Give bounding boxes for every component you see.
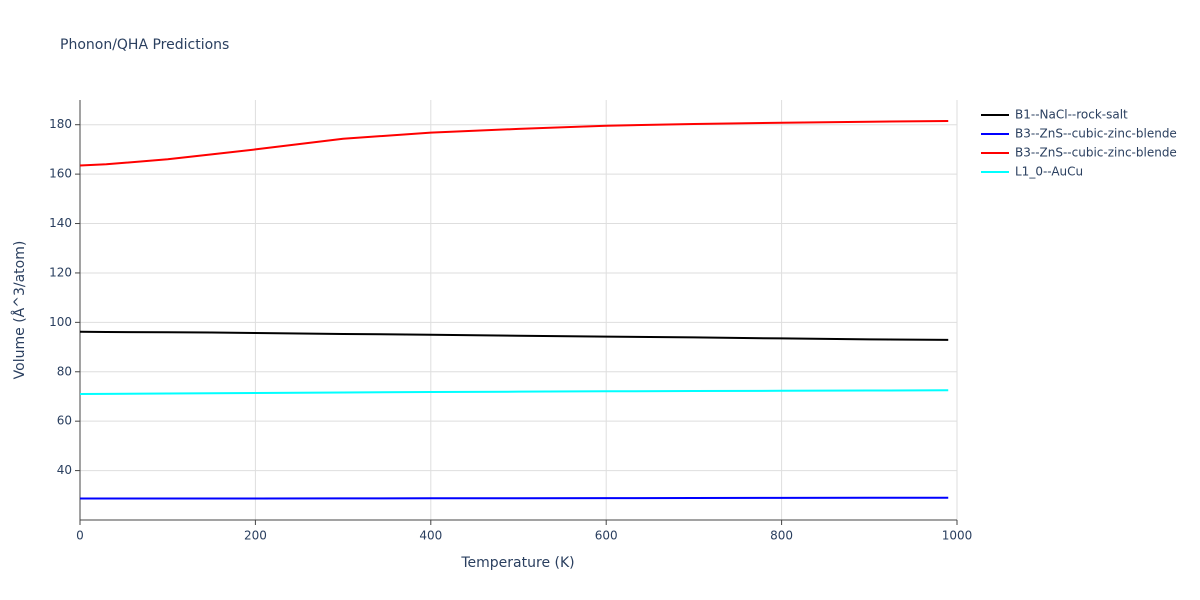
y-tick-label: 100 bbox=[49, 315, 72, 329]
y-tick-label: 160 bbox=[49, 167, 72, 181]
y-tick-label: 180 bbox=[49, 117, 72, 131]
y-tick-label: 140 bbox=[49, 216, 72, 230]
chart-title: Phonon/QHA Predictions bbox=[60, 37, 229, 53]
x-axis-title: Temperature (K) bbox=[460, 555, 574, 571]
x-tick-label: 1000 bbox=[942, 529, 973, 543]
x-tick-label: 0 bbox=[76, 529, 84, 543]
x-tick-label: 600 bbox=[595, 529, 618, 543]
legend-label: B3--ZnS--cubic-zinc-blende bbox=[1015, 127, 1177, 141]
series-line bbox=[80, 496, 949, 500]
x-tick-label: 400 bbox=[419, 529, 442, 543]
y-tick-label: 80 bbox=[57, 364, 72, 378]
legend-label: B1--NaCl--rock-salt bbox=[1015, 108, 1128, 122]
x-tick-label: 200 bbox=[244, 529, 267, 543]
y-tick-label: 40 bbox=[57, 463, 72, 477]
y-tick-label: 60 bbox=[57, 414, 72, 428]
x-tick-label: 800 bbox=[770, 529, 793, 543]
series-line bbox=[79, 330, 949, 341]
y-tick-label: 120 bbox=[49, 265, 72, 279]
legend-label: B3--ZnS--cubic-zinc-blende bbox=[1015, 146, 1177, 160]
y-axis-title: Volume (Å^3/atom) bbox=[11, 241, 28, 380]
series-line bbox=[79, 389, 949, 395]
legend-label: L1_0--AuCu bbox=[1015, 165, 1083, 179]
series-line bbox=[79, 120, 949, 167]
